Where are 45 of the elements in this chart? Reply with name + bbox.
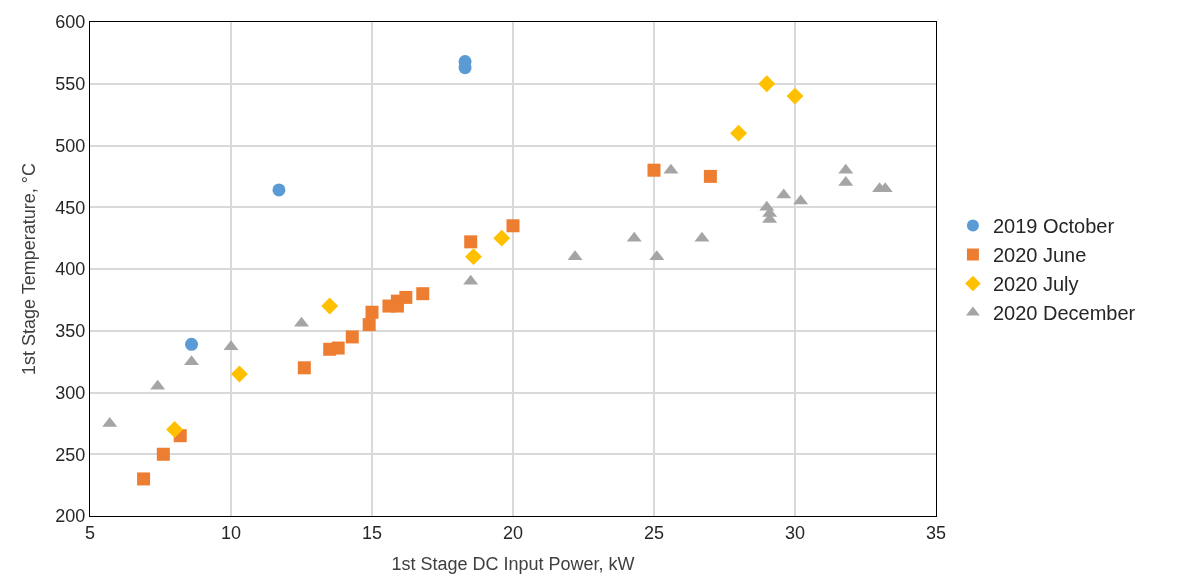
- y-tick-label: 200: [55, 506, 86, 527]
- point: [703, 169, 717, 183]
- x-tick-label: 25: [643, 522, 665, 543]
- point: [362, 318, 376, 332]
- point: [321, 297, 339, 315]
- point: [416, 287, 430, 301]
- y-tick-label: 250: [55, 444, 86, 465]
- legend-label: 2020 June: [992, 244, 1087, 267]
- point: [399, 290, 413, 304]
- point: [272, 183, 286, 197]
- point: [365, 305, 379, 319]
- point: [506, 219, 520, 233]
- y-tick-label: 400: [55, 259, 86, 280]
- point: [493, 229, 511, 247]
- y-tick-label: 600: [55, 12, 86, 33]
- y-tick-label: 450: [55, 197, 86, 218]
- point: [137, 472, 151, 486]
- point: [345, 330, 359, 344]
- point: [730, 124, 748, 142]
- point: [156, 447, 170, 461]
- point: [185, 337, 199, 351]
- point: [297, 361, 311, 375]
- point: [647, 163, 661, 177]
- legend-label: 2020 July: [992, 273, 1079, 296]
- point: [166, 421, 184, 438]
- y-axis-title: 1st Stage Temperature, °C: [18, 163, 39, 375]
- x-tick-label: 35: [925, 522, 947, 543]
- y-tick-label: 500: [55, 135, 86, 156]
- x-tick-label: 5: [84, 522, 96, 543]
- point: [464, 235, 478, 249]
- point: [231, 365, 248, 383]
- point: [758, 75, 776, 93]
- legend-label: 2020 December: [992, 302, 1136, 325]
- x-tick-label: 10: [220, 522, 242, 543]
- point: [786, 87, 804, 105]
- legend-label: 2019 October: [992, 215, 1115, 238]
- x-tick-label: 15: [361, 522, 383, 543]
- x-tick-label: 20: [502, 522, 524, 543]
- x-tick-label: 30: [784, 522, 806, 543]
- point: [465, 248, 482, 266]
- y-tick-label: 550: [55, 74, 86, 95]
- point: [331, 341, 345, 355]
- y-tick-label: 300: [55, 382, 86, 403]
- x-axis-title: 1st Stage DC Input Power, kW: [391, 553, 635, 574]
- y-tick-label: 350: [55, 321, 86, 342]
